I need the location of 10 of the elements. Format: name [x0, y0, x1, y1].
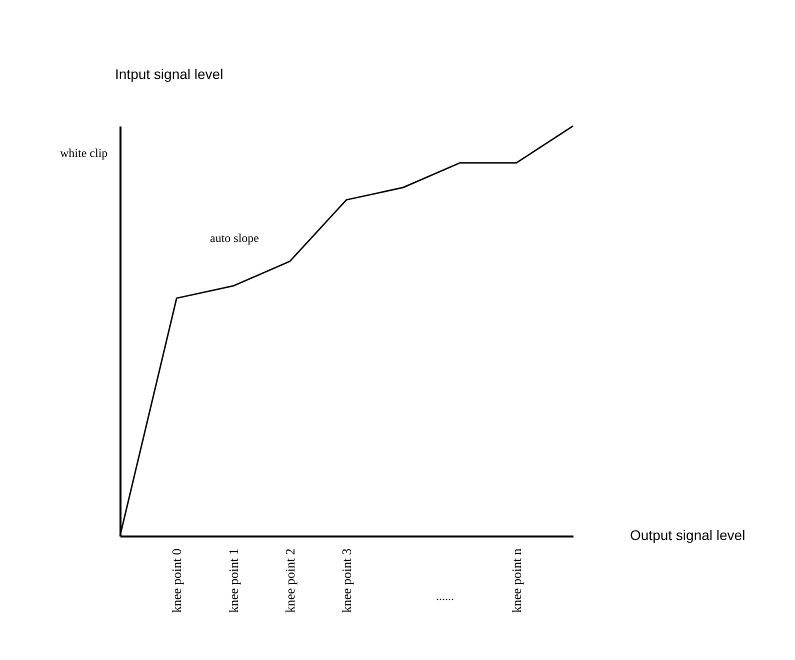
- x-tick-label: knee point n: [508, 548, 524, 613]
- x-tick-label: knee point 0: [169, 548, 184, 613]
- y-axis-title: Intput signal level: [115, 66, 224, 82]
- x-tick-label: knee point 1: [226, 548, 241, 613]
- annotation: auto slope: [210, 231, 259, 245]
- text: ......: [436, 589, 454, 603]
- x-tick-label: knee point 3: [339, 548, 354, 613]
- x-tick-label: knee point 2: [282, 548, 298, 613]
- text: white clip: [60, 146, 108, 160]
- x-axis-title: Output signal level: [630, 527, 746, 543]
